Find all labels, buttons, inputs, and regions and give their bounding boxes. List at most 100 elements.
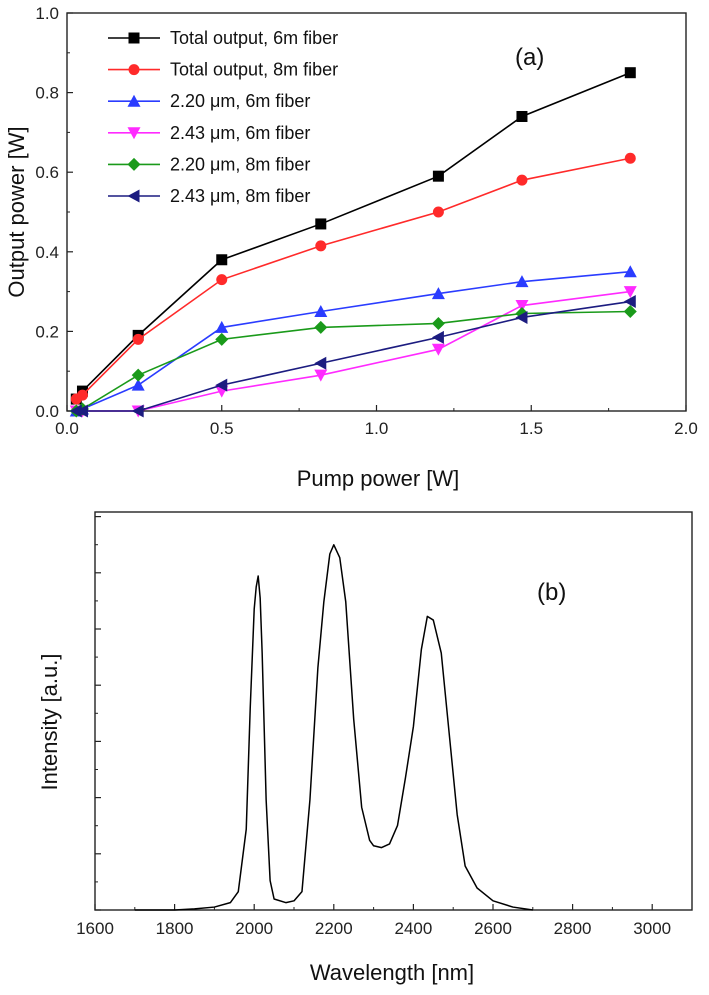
series-line-2-43-m-8m-fiber xyxy=(76,300,631,412)
legend-label: Total output, 6m fiber xyxy=(170,28,338,48)
panel-a-x-tick-label: 1.0 xyxy=(365,419,389,438)
panel-a-y-tick-label: 0.0 xyxy=(35,402,59,421)
series-2-43-m-8m-fiber xyxy=(69,295,636,418)
data-point-2-20-m-6m-fiber xyxy=(623,265,637,278)
data-point-2-20-m-8m-fiber xyxy=(215,332,229,346)
legend-item-2-20-m-8m-fiber: 2.20 μm, 8m fiber xyxy=(108,154,310,174)
panel-b-label: (b) xyxy=(537,579,566,606)
panel-a-y-tick-label: 0.4 xyxy=(35,243,59,262)
legend-item-total-output-8m-fiber: Total output, 8m fiber xyxy=(108,60,338,80)
data-point-total-output-8m-fiber xyxy=(132,333,144,345)
data-point-total-output-6m-fiber xyxy=(216,254,228,266)
panel-b-x-tick-label: 1600 xyxy=(76,919,114,938)
panel-b-chart: 1600 1800 2000 2200 2400 2600 2800 3000 (b) Wav… xyxy=(37,511,693,985)
data-point-total-output-8m-fiber xyxy=(432,206,444,218)
panel-a-x-tick-label: 1.5 xyxy=(519,419,543,438)
series-line-total-output-8m-fiber xyxy=(75,157,631,400)
data-point-2-20-m-6m-fiber xyxy=(515,275,529,288)
series-line-2-43-m-6m-fiber xyxy=(76,290,631,412)
panel-a-legend: Total output, 6m fiber Total output, 8m f… xyxy=(108,28,338,206)
panel-a-x-tick-label: 2.0 xyxy=(674,419,698,438)
data-point-2-43-m-6m-fiber xyxy=(623,286,637,299)
series-total-output-8m-fiber xyxy=(70,152,636,405)
panel-a-y-tick-label: 1.0 xyxy=(35,4,59,23)
legend-label: 2.20 μm, 6m fiber xyxy=(170,91,310,111)
panel-a-x-ticks: 0.0 0.5 1.0 1.5 2.0 xyxy=(55,405,698,438)
panel-b-y-ticks xyxy=(95,515,101,911)
data-point-total-output-8m-fiber xyxy=(315,240,327,252)
legend-item-2-20-m-6m-fiber: 2.20 μm, 6m fiber xyxy=(108,91,310,111)
data-point-total-output-8m-fiber xyxy=(516,174,528,186)
panel-a-y-tick-label: 0.8 xyxy=(35,84,59,103)
legend-item-2-43-m-6m-fiber: 2.43 μm, 6m fiber xyxy=(108,123,310,143)
panel-a-y-tick-label: 0.6 xyxy=(35,163,59,182)
series-line-total-output-6m-fiber xyxy=(75,71,631,400)
legend-marker xyxy=(127,127,141,140)
panel-a-y-axis-title: Output power [W] xyxy=(4,126,29,297)
legend-marker xyxy=(127,157,141,171)
legend-marker xyxy=(128,64,140,76)
data-point-total-output-6m-fiber xyxy=(432,170,444,182)
panel-b-x-tick-label: 2000 xyxy=(235,919,273,938)
spectrum-line xyxy=(134,544,533,911)
data-point-2-43-m-8m-fiber xyxy=(431,330,444,344)
panel-a-chart: 0.0 0.5 1.0 1.5 2.0 0.0 0.2 0.4 0.6 0.8 1.0 Total… xyxy=(4,4,698,491)
panel-b-plot-frame xyxy=(94,511,693,911)
data-point-2-20-m-6m-fiber xyxy=(215,320,229,333)
data-point-total-output-8m-fiber xyxy=(216,274,228,286)
panel-b-x-ticks: 1600 1800 2000 2200 2400 2600 2800 3000 xyxy=(76,904,671,938)
data-point-2-20-m-6m-fiber xyxy=(131,378,145,391)
legend-item-2-43-m-8m-fiber: 2.43 μm, 8m fiber xyxy=(108,186,310,206)
panel-a-x-tick-label: 0.0 xyxy=(55,419,79,438)
panel-b-x-axis-title: Wavelength [nm] xyxy=(310,960,474,985)
panel-b-x-tick-label: 2400 xyxy=(394,919,432,938)
data-point-2-20-m-8m-fiber xyxy=(131,368,145,382)
legend-marker xyxy=(127,189,140,203)
panel-b-x-tick-label: 2800 xyxy=(554,919,592,938)
data-point-2-43-m-8m-fiber xyxy=(515,310,528,324)
panel-b-series xyxy=(134,544,533,911)
data-point-2-20-m-6m-fiber xyxy=(431,287,445,300)
panel-a-x-tick-label: 0.5 xyxy=(210,419,234,438)
data-point-2-43-m-8m-fiber xyxy=(131,404,144,418)
data-point-2-43-m-6m-fiber xyxy=(515,300,529,313)
data-point-total-output-8m-fiber xyxy=(76,389,88,401)
data-point-2-20-m-8m-fiber xyxy=(314,320,328,334)
panel-b-x-tick-label: 1800 xyxy=(156,919,194,938)
legend-marker xyxy=(128,32,140,44)
data-point-2-20-m-8m-fiber xyxy=(623,305,637,318)
panel-a-label: (a) xyxy=(515,44,544,71)
panel-b-x-tick-label: 3000 xyxy=(633,919,671,938)
data-point-2-43-m-6m-fiber xyxy=(431,343,445,356)
legend-label: Total output, 8m fiber xyxy=(170,60,338,80)
data-point-total-output-6m-fiber xyxy=(315,218,327,230)
panel-a-y-tick-label: 0.2 xyxy=(35,322,59,341)
data-point-2-20-m-8m-fiber xyxy=(431,316,445,330)
legend-label: 2.43 μm, 6m fiber xyxy=(170,123,310,143)
series-line-2-20-m-6m-fiber xyxy=(76,270,631,412)
legend-label: 2.20 μm, 8m fiber xyxy=(170,154,310,174)
panel-a-y-ticks: 0.0 0.2 0.4 0.6 0.8 1.0 xyxy=(35,4,73,421)
series-line-2-20-m-8m-fiber xyxy=(76,310,631,412)
data-point-2-43-m-8m-fiber xyxy=(75,404,88,418)
data-point-2-43-m-8m-fiber xyxy=(314,356,327,370)
panel-b-x-tick-label: 2600 xyxy=(474,919,512,938)
panel-a-x-axis-title: Pump power [W] xyxy=(297,466,460,491)
series-2-20-m-6m-fiber xyxy=(69,265,637,417)
legend-label: 2.43 μm, 8m fiber xyxy=(170,186,310,206)
legend-marker xyxy=(127,94,141,107)
data-point-2-43-m-6m-fiber xyxy=(314,369,328,382)
data-point-2-43-m-8m-fiber xyxy=(215,378,228,392)
series-2-20-m-8m-fiber xyxy=(69,305,637,418)
panel-a-series xyxy=(69,67,637,418)
data-point-2-20-m-6m-fiber xyxy=(314,305,328,317)
panel-b-x-tick-label: 2200 xyxy=(315,919,353,938)
legend-item-total-output-6m-fiber: Total output, 6m fiber xyxy=(108,28,338,48)
data-point-total-output-8m-fiber xyxy=(624,152,636,164)
data-point-2-43-m-8m-fiber xyxy=(69,404,82,418)
data-point-total-output-6m-fiber xyxy=(624,67,636,79)
panel-b-y-axis-title: Intensity [a.u.] xyxy=(37,654,62,791)
data-point-total-output-6m-fiber xyxy=(516,110,528,122)
data-point-2-43-m-8m-fiber xyxy=(623,295,636,309)
